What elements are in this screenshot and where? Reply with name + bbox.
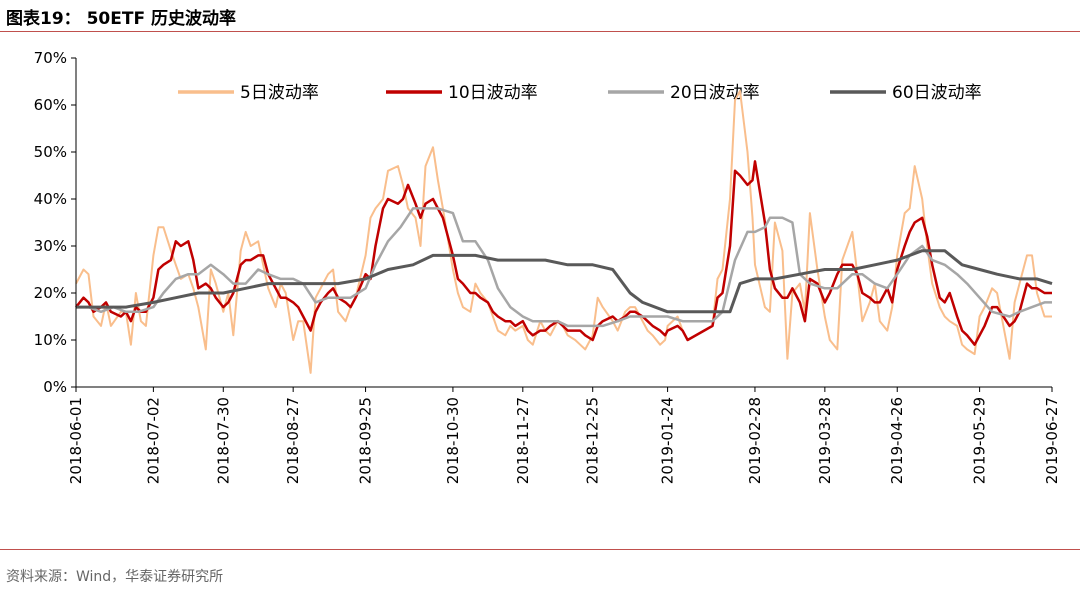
x-tick-label: 2019-03-28 — [816, 397, 834, 484]
x-tick-label: 2018-12-25 — [584, 397, 602, 484]
x-tick-label: 2019-06-27 — [1043, 397, 1061, 484]
x-tick-label: 2019-02-28 — [746, 397, 764, 484]
x-tick-label: 2018-08-27 — [284, 397, 302, 484]
x-tick-label: 2018-07-02 — [144, 397, 162, 484]
x-tick-label: 2018-07-30 — [214, 397, 232, 484]
y-tick-label: 10% — [34, 331, 67, 349]
footer-divider — [0, 549, 1080, 550]
x-tick-label: 2018-11-27 — [514, 397, 532, 484]
y-tick-label: 70% — [34, 49, 67, 67]
volatility-line-chart: 5日波动率 10日波动率 20日波动率 60日波动率 0% 10% 20% 30% 40% 50… — [34, 49, 1061, 484]
title-divider — [0, 31, 1080, 32]
figure-title: 图表19： 50ETF 历史波动率 — [6, 9, 236, 29]
series-line-3 — [76, 207, 1052, 328]
legend-label-1: 5日波动率 — [240, 83, 319, 103]
x-tick-label: 2018-09-25 — [357, 397, 375, 484]
legend-label-4: 60日波动率 — [892, 83, 982, 103]
y-tick-label: 40% — [34, 190, 67, 208]
series-line-2 — [75, 160, 1052, 346]
series-line-1 — [75, 89, 1052, 374]
series-lines — [75, 89, 1053, 374]
x-tick-label: 2019-04-26 — [888, 397, 906, 484]
y-tick-label: 60% — [34, 96, 67, 114]
axes: 0% 10% 20% 30% 40% 50% 60% 70% 2018-06-01 2018-07… — [34, 49, 1061, 484]
x-tick-label: 2018-10-30 — [444, 397, 462, 484]
y-tick-label: 0% — [43, 378, 67, 396]
legend: 5日波动率 10日波动率 20日波动率 60日波动率 — [178, 83, 982, 103]
source-note: 资料来源：Wind，华泰证券研究所 — [6, 569, 224, 585]
y-tick-label: 50% — [34, 143, 67, 161]
y-tick-label: 30% — [34, 237, 67, 255]
x-tick-label: 2018-06-01 — [67, 397, 85, 484]
y-tick-label: 20% — [34, 284, 67, 302]
x-tick-label: 2019-05-29 — [971, 397, 989, 484]
legend-label-2: 10日波动率 — [448, 83, 538, 103]
x-tick-label: 2019-01-24 — [659, 397, 677, 484]
legend-label-3: 20日波动率 — [670, 83, 760, 103]
series-line-4 — [76, 249, 1053, 314]
